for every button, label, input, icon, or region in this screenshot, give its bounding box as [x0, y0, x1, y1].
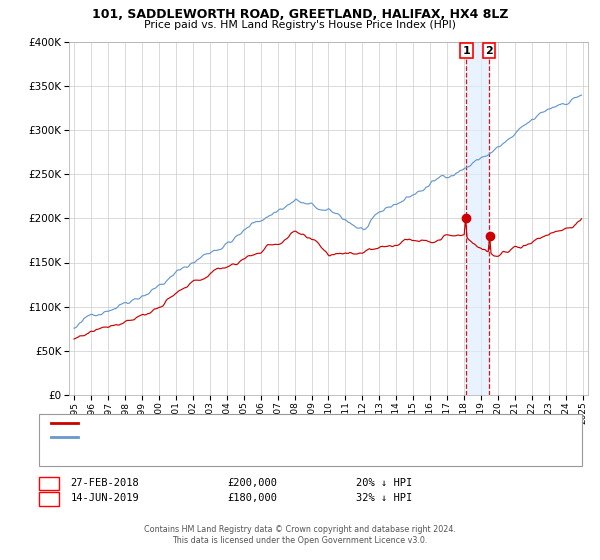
Text: Contains HM Land Registry data © Crown copyright and database right 2024.: Contains HM Land Registry data © Crown c…: [144, 525, 456, 534]
Text: 27-FEB-2018: 27-FEB-2018: [71, 478, 139, 488]
Text: HPI: Average price, detached house, Calderdale: HPI: Average price, detached house, Cald…: [83, 432, 310, 441]
Bar: [466, 42, 489, 395]
Text: £200,000: £200,000: [227, 478, 277, 488]
Text: 2: 2: [485, 45, 493, 55]
Text: Price paid vs. HM Land Registry's House Price Index (HPI): Price paid vs. HM Land Registry's House …: [144, 20, 456, 30]
Text: 32% ↓ HPI: 32% ↓ HPI: [356, 493, 412, 503]
Text: 20% ↓ HPI: 20% ↓ HPI: [356, 478, 412, 488]
Text: 101, SADDLEWORTH ROAD, GREETLAND, HALIFAX, HX4 8LZ (detached house): 101, SADDLEWORTH ROAD, GREETLAND, HALIFA…: [83, 419, 452, 428]
Text: 101, SADDLEWORTH ROAD, GREETLAND, HALIFAX, HX4 8LZ: 101, SADDLEWORTH ROAD, GREETLAND, HALIFA…: [92, 8, 508, 21]
Text: This data is licensed under the Open Government Licence v3.0.: This data is licensed under the Open Gov…: [172, 536, 428, 545]
Text: 2: 2: [46, 493, 53, 503]
Text: £180,000: £180,000: [227, 493, 277, 503]
Text: 1: 1: [463, 45, 470, 55]
Text: 1: 1: [46, 478, 53, 488]
Text: 14-JUN-2019: 14-JUN-2019: [71, 493, 139, 503]
